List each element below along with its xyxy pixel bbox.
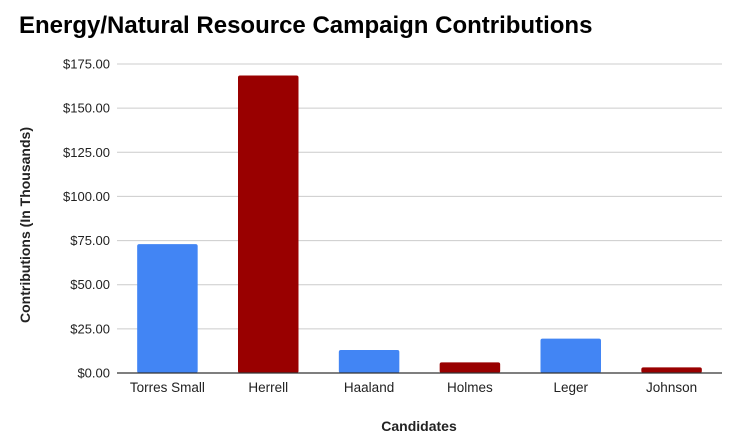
bar bbox=[137, 244, 198, 373]
y-tick-label: $75.00 bbox=[70, 233, 110, 248]
chart-title: Energy/Natural Resource Campaign Contrib… bbox=[19, 12, 593, 39]
x-tick-label: Haaland bbox=[344, 380, 394, 395]
x-tick-label: Herrell bbox=[248, 380, 288, 395]
x-axis-ticks: Torres Small Herrell Haaland Holmes Leger Joh… bbox=[130, 380, 697, 395]
y-axis-title: Contributions (In Thousands) bbox=[17, 127, 33, 323]
bars bbox=[137, 75, 702, 373]
x-tick-label: Johnson bbox=[646, 380, 697, 395]
y-tick-label: $125.00 bbox=[63, 145, 110, 160]
y-tick-label: $0.00 bbox=[77, 366, 110, 381]
y-tick-label: $100.00 bbox=[63, 189, 110, 204]
y-tick-label: $25.00 bbox=[70, 321, 110, 336]
y-axis-ticks: $0.00 $25.00 $50.00 $75.00 $100.00 $125.00 $15… bbox=[63, 57, 110, 381]
bar bbox=[338, 350, 400, 373]
x-tick-label: Leger bbox=[553, 380, 588, 395]
y-tick-label: $175.00 bbox=[63, 57, 110, 72]
gridlines bbox=[117, 63, 722, 330]
y-tick-label: $50.00 bbox=[70, 277, 110, 292]
bar bbox=[439, 362, 501, 373]
y-tick-label: $150.00 bbox=[63, 101, 110, 116]
x-axis-title: Candidates bbox=[381, 418, 457, 434]
bar bbox=[238, 75, 299, 373]
bar bbox=[540, 338, 601, 373]
x-tick-label: Torres Small bbox=[130, 380, 205, 395]
x-tick-label: Holmes bbox=[447, 380, 493, 395]
bar bbox=[641, 367, 702, 373]
